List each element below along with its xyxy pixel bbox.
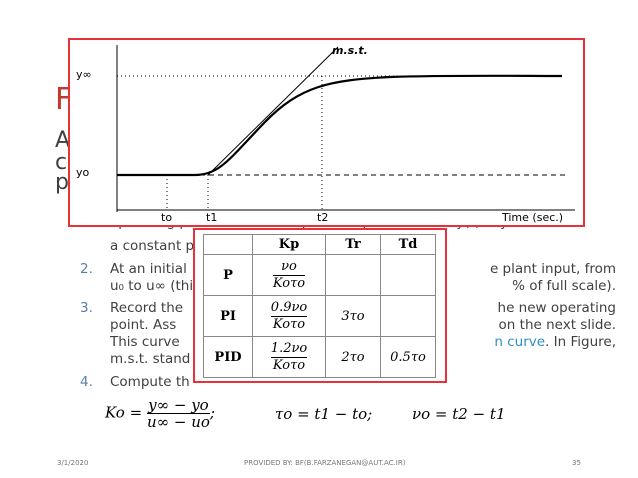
tr-cell: 3τo xyxy=(325,295,381,337)
td-cell xyxy=(380,254,436,296)
text-fragment: p xyxy=(55,170,69,195)
fraction: νo Koτo xyxy=(272,258,306,292)
ko-fraction: y∞ − yo u∞ − uo xyxy=(146,396,210,431)
tau-formula: τo = t1 − to; xyxy=(275,405,373,423)
body-line: At an initial xyxy=(110,261,187,277)
graph-svg: m.s.t. y∞ yo to t1 t2 Time (sec.) xyxy=(76,44,575,224)
footer-page: 35 xyxy=(572,459,581,467)
body-line-right: % of full scale). xyxy=(512,278,616,294)
kp-cell: νo Koτo xyxy=(252,254,326,296)
item-number: 2. xyxy=(80,261,93,277)
formula: Ko = y∞ − yo u∞ − uo; xyxy=(105,397,215,430)
footer-provider: PROVIDED BY: BF(B.FARZANEGAN@AUT.AC.IR) xyxy=(244,459,406,467)
kp-cell: 1.2νo Koτo xyxy=(252,336,326,378)
numerator: 1.2νo xyxy=(270,340,308,356)
text: % of full scale). xyxy=(512,278,616,294)
denominator: Koτo xyxy=(270,315,308,333)
nu-formula: νo = t2 − t1 xyxy=(412,405,506,423)
text: he new operating xyxy=(497,300,616,316)
body-line: This curve xyxy=(110,334,180,350)
fraction: 0.9νo Koτo xyxy=(270,299,308,333)
corner-cell xyxy=(203,234,253,255)
numerator: νo xyxy=(281,258,297,274)
text: . In Figure, xyxy=(545,334,616,350)
title-fragment: F xyxy=(55,82,73,117)
body-line: m.s.t. stand xyxy=(110,351,191,367)
response-curve xyxy=(117,74,563,177)
x-axis-label: Time (sec.) xyxy=(501,211,563,224)
t2-label: t2 xyxy=(317,211,328,224)
tangent-label: m.s.t. xyxy=(332,44,368,57)
body-line: Record the xyxy=(110,300,184,316)
header-cell: Kp xyxy=(252,234,326,255)
header-cell: Tr xyxy=(325,234,381,255)
td-cell: 0.5τo xyxy=(380,336,436,378)
body-line-right: n curve. In Figure, xyxy=(494,334,616,350)
footer-date: 3/1/2020 xyxy=(57,459,89,467)
text: e plant input, from xyxy=(489,261,616,277)
item-number: 4. xyxy=(80,374,93,390)
row-label: PI xyxy=(203,295,253,337)
fraction: 1.2νo Koτo xyxy=(270,340,308,374)
row-label: PID xyxy=(203,336,253,378)
response-graph: m.s.t. y∞ yo to t1 t2 Time (sec.) xyxy=(68,38,585,227)
header-cell: Td xyxy=(380,234,436,255)
ko-den: u∞ − uo xyxy=(146,413,210,431)
denominator: Koτo xyxy=(270,356,308,374)
td-cell xyxy=(380,295,436,337)
body-line: point. Ass xyxy=(110,317,177,333)
yo-label: yo xyxy=(76,166,90,179)
link-text: n curve xyxy=(494,334,546,350)
y-inf-label: y∞ xyxy=(76,68,92,81)
kp-cell: 0.9νo Koτo xyxy=(252,295,326,337)
body-line: u₀ to u∞ (thi xyxy=(110,278,194,294)
item-number: 3. xyxy=(80,300,93,316)
ko-num: y∞ − yo xyxy=(148,396,209,414)
body-line: a constant p xyxy=(110,238,195,254)
t1-label: t1 xyxy=(206,211,217,224)
tangent-line xyxy=(207,46,339,176)
text-fragment: A xyxy=(55,128,71,153)
row-label: P xyxy=(203,254,253,296)
tr-cell xyxy=(325,254,381,296)
text: on the next slide. xyxy=(498,317,616,333)
ko-end: ; xyxy=(209,403,215,422)
to-label: to xyxy=(161,211,172,224)
body-line: Compute th xyxy=(110,374,190,390)
table-row: PID 1.2νo Koτo 2τo 0.5τo xyxy=(203,336,436,378)
table-row: PI 0.9νo Koτo 3τo xyxy=(203,295,436,337)
numerator: 0.9νo xyxy=(270,299,308,315)
tr-cell: 2τo xyxy=(325,336,381,378)
text-fragment: c xyxy=(55,150,68,175)
body-line-right: he new operating xyxy=(498,300,616,316)
body-line-right: on the next slide. xyxy=(499,317,616,333)
body-line-right: e plant input, from xyxy=(490,261,616,277)
denominator: Koτo xyxy=(272,274,306,291)
ko-lhs: Ko = xyxy=(105,403,143,422)
